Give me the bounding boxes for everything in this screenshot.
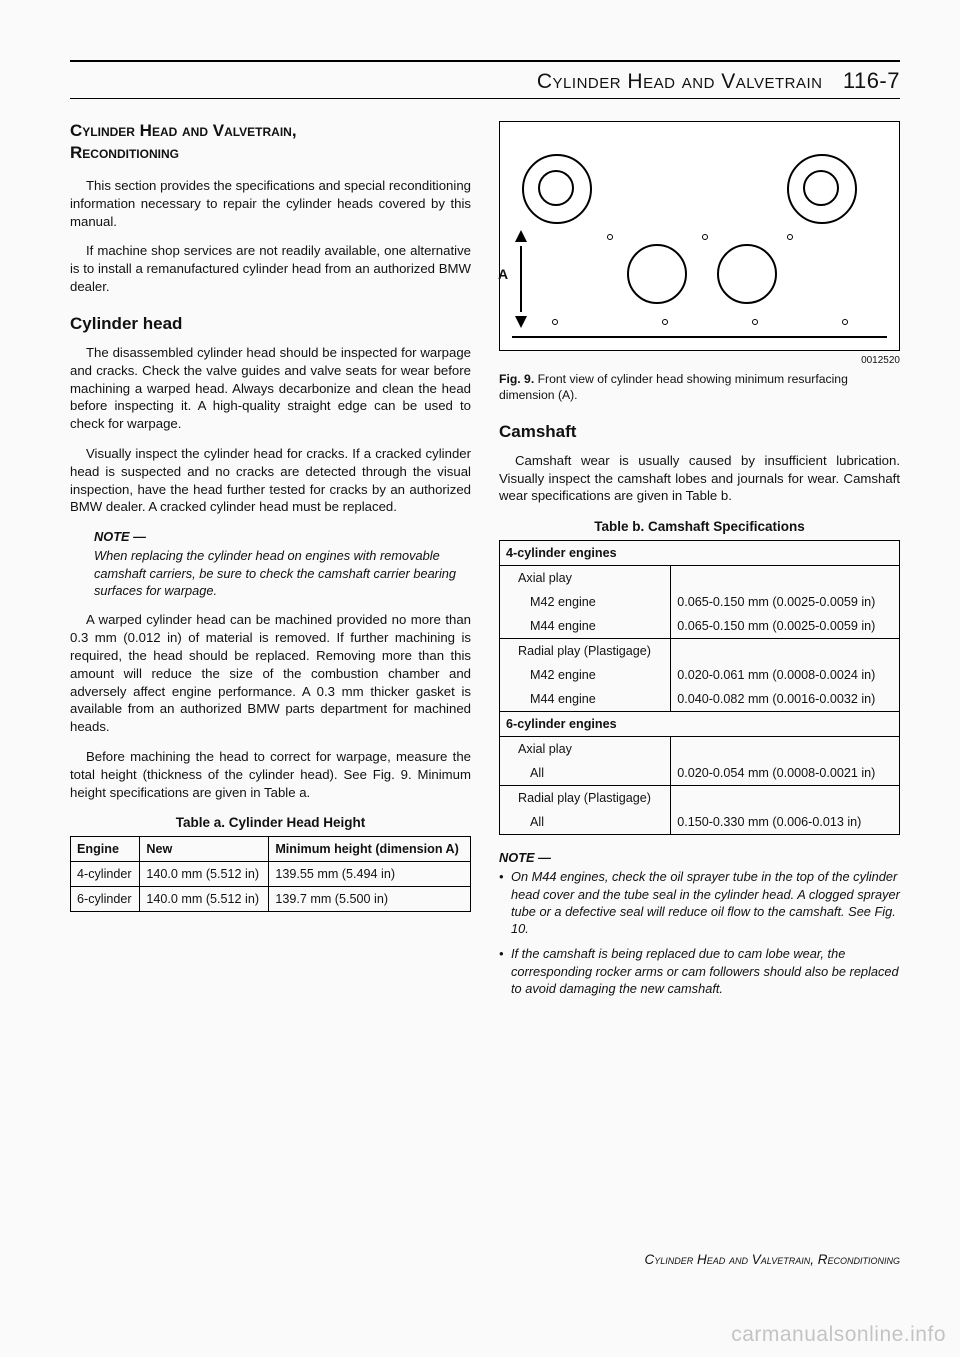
columns: Cylinder Head and Valvetrain, Reconditio… [70,121,900,1009]
header-page-number: 116-7 [843,68,900,93]
table-b-label: All [500,810,671,835]
figure-caption-body: Front view of cylinder head showing mini… [499,372,848,402]
para: The disassembled cylinder head should be… [70,344,471,433]
watermark: carmanualsonline.info [731,1323,946,1347]
table-a-head: New [140,837,269,862]
table-a-cell: 4-cylinder [71,862,140,887]
figure-caption-lead: Fig. 9. [499,372,534,386]
page-footer: Cylinder Head and Valvetrain, Reconditio… [644,1252,900,1267]
table-b-label: Axial play [500,566,671,591]
table-a-cell: 140.0 mm (5.512 in) [140,887,269,912]
table-b-group: 4-cylinder engines [500,541,900,566]
table-a-head: Engine [71,837,140,862]
page-header: Cylinder Head and Valvetrain 116-7 [70,60,900,99]
header-title: Cylinder Head and Valvetrain [537,70,823,93]
table-b-caption: Table b. Camshaft Specifications [499,519,900,534]
subheading-cylinder-head: Cylinder head [70,314,471,334]
left-column: Cylinder Head and Valvetrain, Reconditio… [70,121,471,1009]
section-title-line2: Reconditioning [70,143,471,163]
table-b-group: 6-cylinder engines [500,712,900,737]
figure-dim-label: A [498,266,508,282]
table-b-label: All [500,761,671,786]
table-b-label: Radial play (Plastigage) [500,786,671,811]
note-bullet: If the camshaft is being replaced due to… [499,945,900,997]
table-b-value: 0.150-0.330 mm (0.006-0.013 in) [671,810,900,835]
table-b-label: M44 engine [500,614,671,639]
table-b-label: M42 engine [500,663,671,687]
section-title-line1: Cylinder Head and Valvetrain, [70,121,471,141]
para: Before machining the head to correct for… [70,748,471,801]
note-block: NOTE — On M44 engines, check the oil spr… [499,849,900,997]
table-b-value: 0.020-0.061 mm (0.0008-0.0024 in) [671,663,900,687]
table-a-cell: 6-cylinder [71,887,140,912]
table-b: 4-cylinder engines Axial play M42 engine… [499,540,900,835]
right-column: A 0012520 Fig. 9. Front view of cylinder… [499,121,900,1009]
note-label: NOTE — [499,849,900,866]
table-b-value: 0.020-0.054 mm (0.0008-0.0021 in) [671,761,900,786]
table-a-cell: 139.7 mm (5.500 in) [269,887,471,912]
para: Visually inspect the cylinder head for c… [70,445,471,516]
figure-code: 0012520 [499,355,900,366]
table-b-label: M42 engine [500,590,671,614]
para: Camshaft wear is usually caused by insuf… [499,452,900,505]
figure-9: A [499,121,900,351]
table-b-label: M44 engine [500,687,671,712]
table-b-value: 0.040-0.082 mm (0.0016-0.0032 in) [671,687,900,712]
subheading-camshaft: Camshaft [499,422,900,442]
table-b-value: 0.065-0.150 mm (0.0025-0.0059 in) [671,590,900,614]
figure-caption: Fig. 9. Front view of cylinder head show… [499,372,900,404]
table-a-head: Minimum height (dimension A) [269,837,471,862]
table-b-value: 0.065-0.150 mm (0.0025-0.0059 in) [671,614,900,639]
table-a-cell: 139.55 mm (5.494 in) [269,862,471,887]
para: This section provides the specifications… [70,177,471,230]
note-body: When replacing the cylinder head on engi… [94,547,471,599]
table-b-label: Axial play [500,737,671,762]
para: If machine shop services are not readily… [70,242,471,295]
note-label: NOTE — [94,528,471,545]
note-bullet: On M44 engines, check the oil sprayer tu… [499,868,900,937]
table-a-caption: Table a. Cylinder Head Height [70,815,471,830]
table-b-label: Radial play (Plastigage) [500,639,671,664]
table-a-cell: 140.0 mm (5.512 in) [140,862,269,887]
page: Cylinder Head and Valvetrain 116-7 Cylin… [0,0,960,1357]
para: A warped cylinder head can be machined p… [70,611,471,736]
table-a: Engine New Minimum height (dimension A) … [70,836,471,912]
note-block: NOTE — When replacing the cylinder head … [94,528,471,599]
